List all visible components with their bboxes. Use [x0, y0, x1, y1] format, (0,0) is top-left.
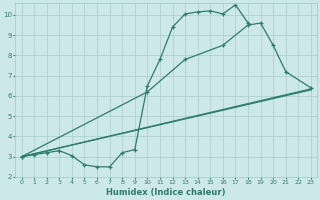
X-axis label: Humidex (Indice chaleur): Humidex (Indice chaleur): [107, 188, 226, 197]
